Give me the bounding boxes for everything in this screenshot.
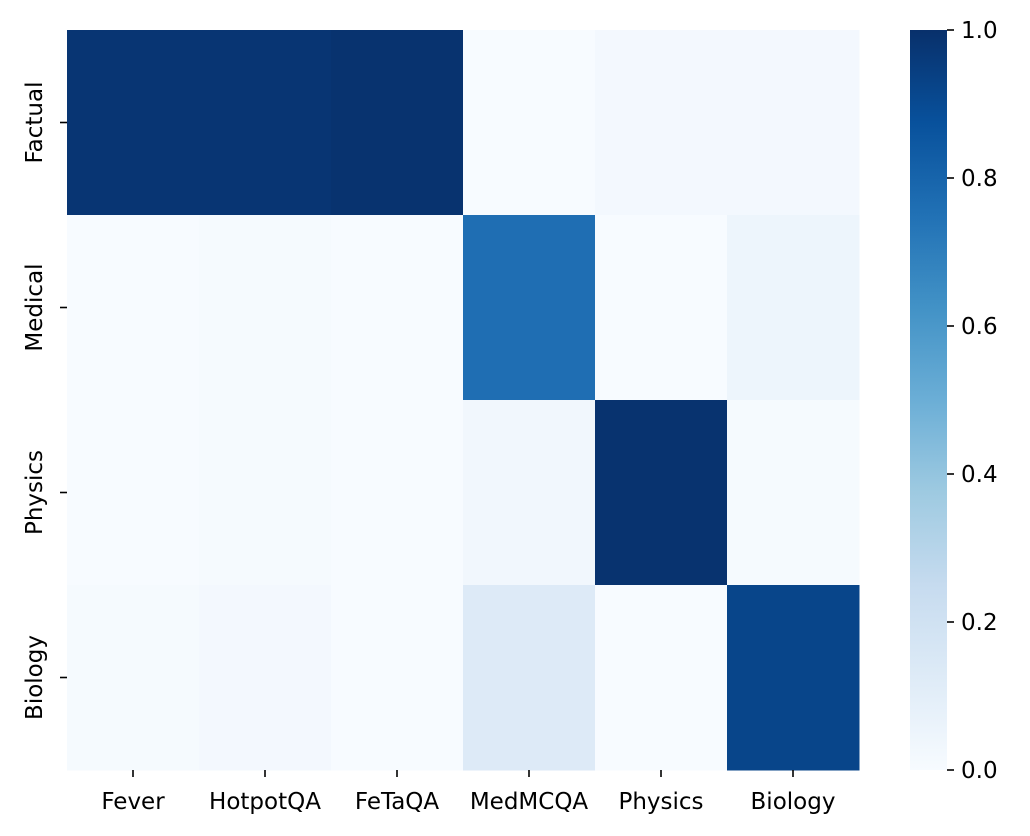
heatmap-cell-medical-hotpotqa	[199, 215, 332, 401]
heatmap-cell-physics-physics	[595, 400, 728, 586]
y-axis: Factual Medical Physics Biology	[22, 82, 67, 720]
y-tick-label: Medical	[22, 263, 48, 351]
heatmap-cell-biology-hotpotqa	[199, 585, 332, 771]
heatmap-cell-factual-fetaqa	[331, 30, 464, 216]
colorbar: 0.0 0.2 0.4 0.6 0.8 1.0	[910, 18, 998, 784]
heatmap-cell-biology-biology	[727, 585, 860, 771]
y-tick-label: Factual	[22, 82, 48, 164]
x-tick-label: Physics	[618, 789, 703, 815]
heatmap-cell-physics-hotpotqa	[199, 400, 332, 586]
heatmap-cell-factual-biology	[727, 30, 860, 216]
heatmap-cell-medical-physics	[595, 215, 728, 401]
x-axis: Fever HotpotQA FeTaQA MedMCQA Physics Biology	[101, 770, 835, 815]
x-tick-label: MedMCQA	[470, 789, 589, 815]
heatmap-cell-physics-fever	[67, 400, 200, 586]
heatmap-cell-factual-fever	[67, 30, 200, 216]
heatmap-cell-biology-physics	[595, 585, 728, 771]
heatmap-cell-medical-medmcqa	[463, 215, 596, 401]
heatmap-cell-biology-fetaqa	[331, 585, 464, 771]
heatmap-cell-factual-physics	[595, 30, 728, 216]
y-tick-label: Biology	[22, 635, 48, 720]
colorbar-tick-label: 0.4	[961, 462, 998, 488]
x-tick-label: HotpotQA	[209, 789, 321, 815]
colorbar-tick-label: 1.0	[961, 18, 998, 44]
x-tick-label: Biology	[751, 789, 836, 815]
x-tick-label: Fever	[101, 789, 165, 815]
heatmap-cell-biology-medmcqa	[463, 585, 596, 771]
colorbar-tick-label: 0.2	[961, 610, 998, 636]
colorbar-tick-label: 0.6	[961, 314, 998, 340]
heatmap-cells	[67, 30, 860, 771]
colorbar-tick-label: 0.8	[961, 166, 998, 192]
colorbar-gradient	[910, 30, 947, 770]
heatmap-cell-physics-fetaqa	[331, 400, 464, 586]
heatmap-cell-medical-fetaqa	[331, 215, 464, 401]
heatmap-cell-medical-biology	[727, 215, 860, 401]
heatmap-cell-biology-fever	[67, 585, 200, 771]
heatmap-cell-factual-hotpotqa	[199, 30, 332, 216]
heatmap-cell-physics-medmcqa	[463, 400, 596, 586]
y-tick-label: Physics	[22, 450, 48, 535]
heatmap-cell-factual-medmcqa	[463, 30, 596, 216]
x-tick-label: FeTaQA	[355, 789, 440, 815]
colorbar-tick-label: 0.0	[961, 758, 998, 784]
heatmap-cell-physics-biology	[727, 400, 860, 586]
heatmap-cell-medical-fever	[67, 215, 200, 401]
